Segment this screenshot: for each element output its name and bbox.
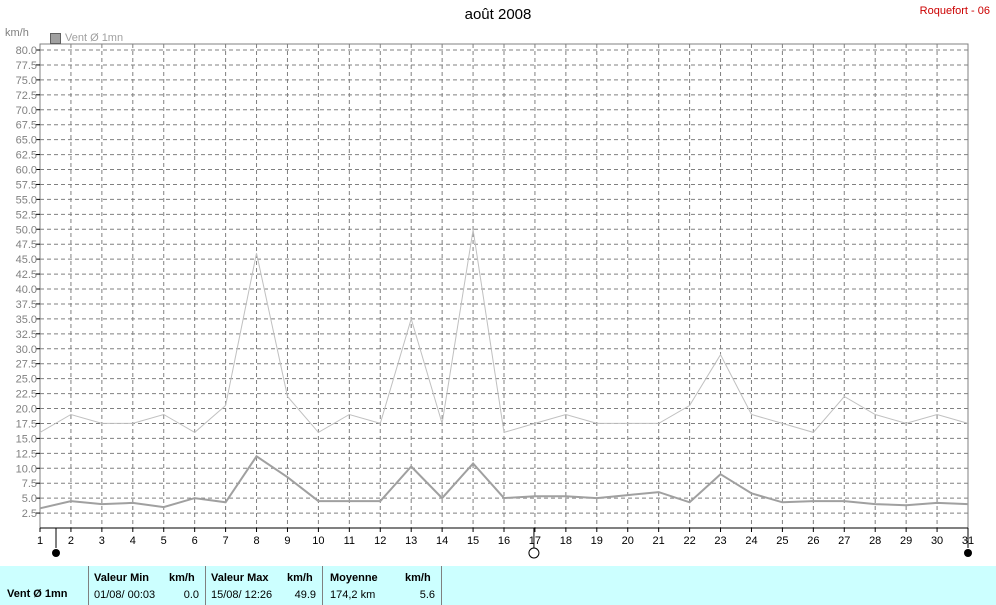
- chart-title: août 2008: [464, 6, 532, 23]
- y-tick-label: 45.0: [16, 254, 37, 266]
- y-tick-label: 12.5: [16, 448, 37, 460]
- y-tick-label: 22.5: [16, 389, 37, 401]
- y-tick-label: 65.0: [16, 135, 37, 147]
- footer-series-label: Vent Ø 1mn: [7, 588, 68, 600]
- y-tick-label: 30.0: [16, 344, 37, 356]
- x-tick-label: 15: [467, 535, 479, 547]
- y-tick-label: 5.0: [22, 493, 37, 505]
- full-moon-marker: [528, 547, 540, 559]
- x-tick-label: 27: [838, 535, 850, 547]
- chart-series: [39, 229, 969, 510]
- x-tick-label: 13: [405, 535, 417, 547]
- x-tick-label: 1: [37, 535, 43, 547]
- legend-label: Vent Ø 1mn: [65, 32, 124, 44]
- x-tick-label: 2: [68, 535, 74, 547]
- x-tick-label: 10: [312, 535, 324, 547]
- x-tick-label: 14: [436, 535, 448, 547]
- x-tick-label: 28: [869, 535, 881, 547]
- x-tick-label: 16: [498, 535, 510, 547]
- footer-min-cell: Valeur Min km/h 01/08/ 00:03 0.0: [89, 566, 206, 605]
- y-tick-label: 40.0: [16, 284, 37, 296]
- y-tick-label: 70.0: [16, 105, 37, 117]
- x-tick-label: 8: [253, 535, 259, 547]
- y-tick-label: 50.0: [16, 224, 37, 236]
- y-tick-label: 25.0: [16, 374, 37, 386]
- y-tick-label: 57.5: [16, 179, 37, 191]
- y-tick-label: 35.0: [16, 314, 37, 326]
- y-tick-label: 42.5: [16, 269, 37, 281]
- station-name: Roquefort - 06: [919, 5, 990, 17]
- y-axis-unit: km/h: [5, 27, 29, 39]
- y-tick-label: 77.5: [16, 60, 37, 72]
- y-tick-label: 72.5: [16, 90, 37, 102]
- x-tick-label: 4: [130, 535, 136, 547]
- x-tick-label: 5: [161, 535, 167, 547]
- y-tick-label: 67.5: [16, 120, 37, 132]
- y-tick-label: 15.0: [16, 433, 37, 445]
- x-tick-label: 11: [344, 535, 355, 547]
- max-unit: km/h: [287, 572, 313, 584]
- x-tick-label: 24: [745, 535, 757, 547]
- max-when: 15/08/ 12:26: [211, 589, 273, 601]
- avg-wind-line: [39, 454, 969, 510]
- x-tick-label: 26: [807, 535, 819, 547]
- y-tick-label: 17.5: [16, 418, 37, 430]
- y-tick-label: 80.0: [16, 45, 37, 57]
- y-tick-label: 27.5: [16, 359, 37, 371]
- x-tick-label: 17: [529, 535, 541, 547]
- avg-label: Moyenne: [330, 572, 378, 584]
- y-tick-label: 37.5: [16, 299, 37, 311]
- y-tick-label: 20.0: [16, 404, 37, 416]
- footer-avg-cell: Moyenne km/h 174,2 km 5.6: [323, 566, 442, 605]
- x-tick-label: 7: [223, 535, 229, 547]
- x-axis-ticks: 1 2 3 4 5 6 7 8 9 10 11 12 13 14 15 16 17 18 19 20 21 22 23 24 2…: [37, 527, 974, 547]
- x-tick-label: 21: [653, 535, 665, 547]
- x-tick-label: 12: [374, 535, 386, 547]
- x-tick-label: 9: [284, 535, 290, 547]
- new-moon-marker: [964, 549, 972, 557]
- legend-swatch: [50, 32, 61, 44]
- min-unit: km/h: [169, 572, 195, 584]
- footer-max-cell: Valeur Max km/h 15/08/ 12:26 49.9: [206, 566, 323, 605]
- x-tick-label: 22: [683, 535, 695, 547]
- x-tick-label: 20: [622, 535, 634, 547]
- y-tick-label: 10.0: [16, 463, 37, 475]
- avg-unit: km/h: [405, 572, 431, 584]
- axis-markers: [52, 528, 972, 559]
- max-label: Valeur Max: [211, 572, 269, 584]
- legend: Vent Ø 1mn: [50, 32, 123, 44]
- footer-series-cell: Vent Ø 1mn: [0, 566, 89, 605]
- y-tick-label: 32.5: [16, 329, 37, 341]
- avg-value: 5.6: [419, 589, 435, 601]
- x-tick-label: 6: [192, 535, 198, 547]
- y-axis-ticks: 2.5 5.0 7.5 10.0 12.5 15.0 17.5 20.0 22.5 25.0 27.…: [16, 45, 40, 520]
- chart: 2.5 5.0 7.5 10.0 12.5 15.0 17.5 20.0 22.5 25.0 27.…: [16, 43, 974, 559]
- max-value: 49.9: [294, 589, 316, 601]
- y-tick-label: 75.0: [16, 75, 37, 87]
- x-tick-label: 30: [931, 535, 943, 547]
- x-tick-label: 19: [591, 535, 603, 547]
- y-tick-label: 55.0: [16, 194, 37, 206]
- y-tick-label: 47.5: [16, 239, 37, 251]
- y-tick-label: 62.5: [16, 150, 37, 162]
- new-moon-marker: [52, 549, 60, 557]
- x-tick-label: 29: [900, 535, 912, 547]
- min-label: Valeur Min: [94, 572, 150, 584]
- x-tick-label: 18: [560, 535, 572, 547]
- chart-grid: [39, 43, 969, 529]
- y-tick-label: 7.5: [22, 478, 37, 490]
- stats-footer: Vent Ø 1mn Valeur Min km/h 01/08/ 00:03 …: [0, 566, 996, 605]
- x-tick-label: 25: [776, 535, 788, 547]
- avg-distance: 174,2 km: [330, 589, 376, 601]
- min-when: 01/08/ 00:03: [94, 589, 156, 601]
- x-tick-label: 23: [714, 535, 726, 547]
- y-tick-label: 2.5: [22, 508, 37, 520]
- x-tick-label: 3: [99, 535, 105, 547]
- y-tick-label: 52.5: [16, 209, 37, 221]
- y-tick-label: 60.0: [16, 165, 37, 177]
- gust-wind-line: [39, 229, 969, 434]
- min-value: 0.0: [183, 589, 199, 601]
